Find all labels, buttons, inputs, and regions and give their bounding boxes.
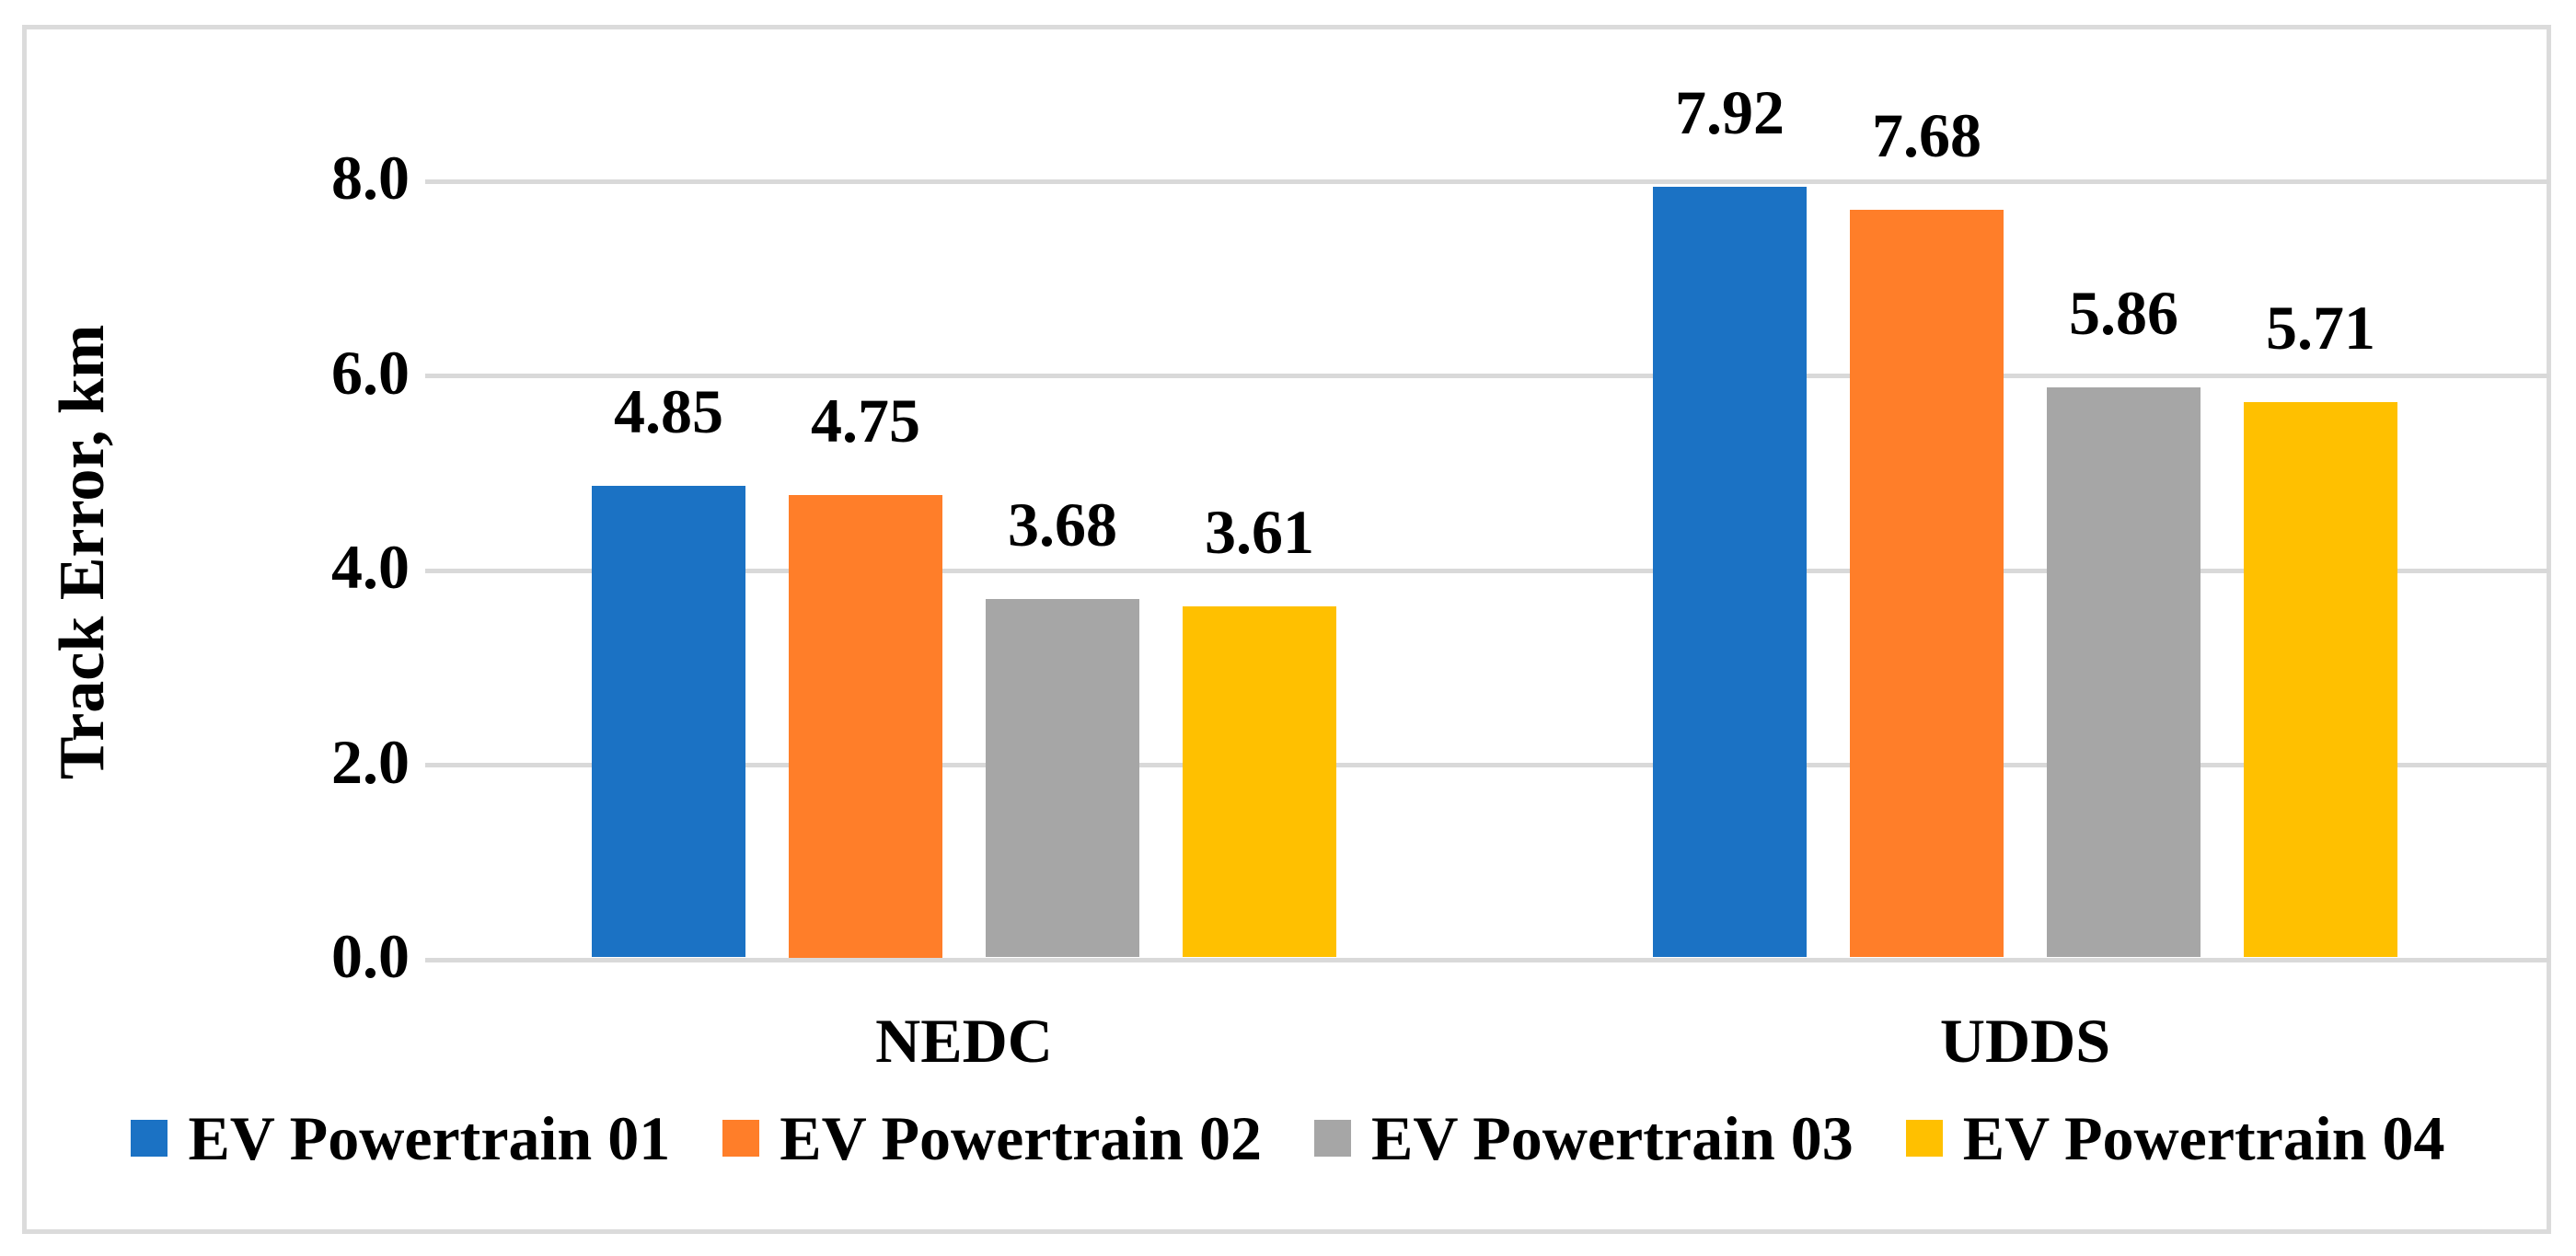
legend-marker-icon xyxy=(1905,1120,1943,1157)
legend-item-ev-powertrain-02: EV Powertrain 02 xyxy=(722,1102,1262,1175)
legend: EV Powertrain 01 EV Powertrain 02 EV Power… xyxy=(0,1101,2576,1175)
legend-marker-icon xyxy=(722,1120,760,1157)
legend-item-ev-powertrain-04: EV Powertrain 04 xyxy=(1905,1102,2445,1175)
legend-marker-icon xyxy=(131,1120,168,1157)
legend-marker-icon xyxy=(1314,1120,1351,1157)
legend-item-ev-powertrain-03: EV Powertrain 03 xyxy=(1314,1102,1854,1175)
chart-frame xyxy=(22,25,2551,1234)
legend-label: EV Powertrain 03 xyxy=(1371,1102,1854,1173)
y-axis-title: Track Error, km xyxy=(47,324,118,780)
legend-item-ev-powertrain-01: EV Powertrain 01 xyxy=(131,1102,670,1175)
legend-label: EV Powertrain 01 xyxy=(188,1102,671,1173)
legend-label: EV Powertrain 02 xyxy=(780,1102,1262,1173)
legend-label: EV Powertrain 04 xyxy=(1962,1102,2445,1173)
